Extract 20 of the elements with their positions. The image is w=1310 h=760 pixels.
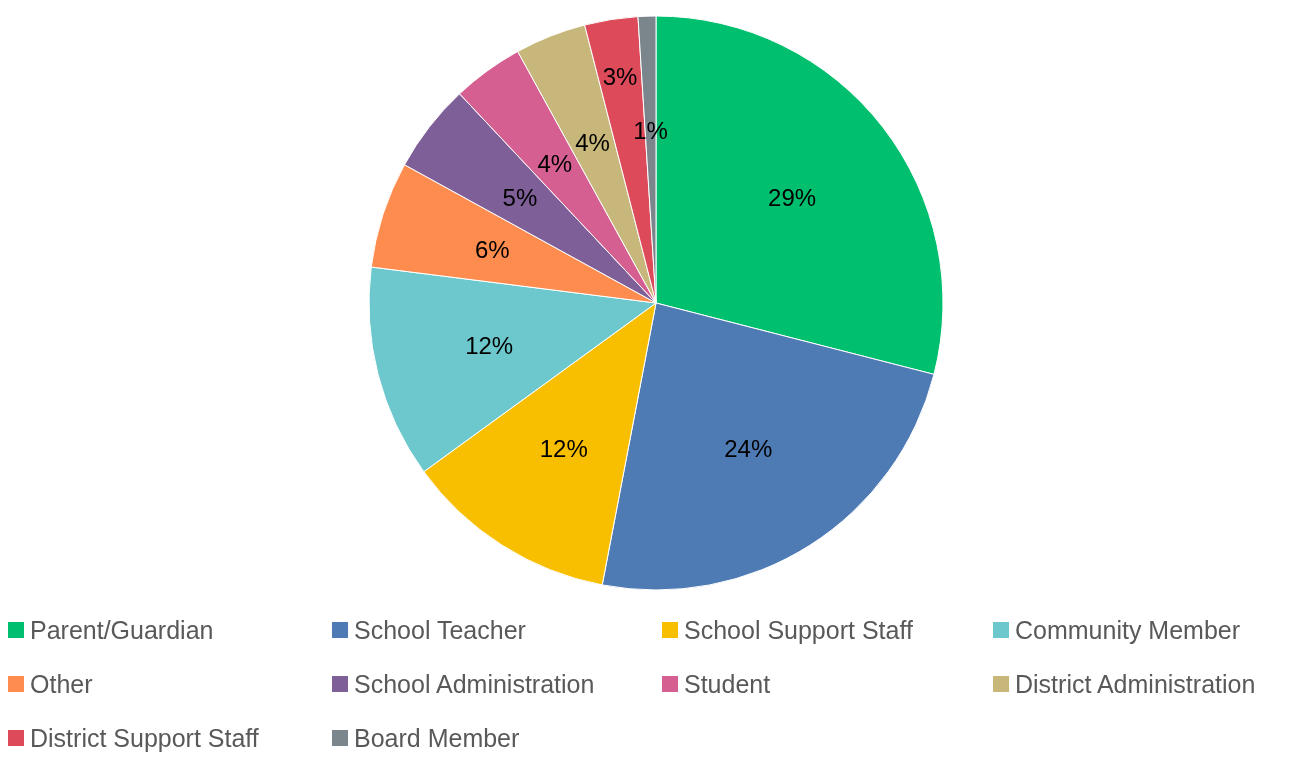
data-label: 24% [724,434,773,462]
legend-label: School Teacher [354,615,526,645]
legend-label: Parent/Guardian [30,615,214,645]
legend-label: Board Member [354,723,520,753]
data-label: 5% [502,183,538,211]
data-label: 1% [633,117,668,145]
legend-label: Other [30,669,93,699]
legend-label: District Administration [1015,669,1256,699]
data-label: 6% [474,236,510,264]
legend-label: Community Member [1015,615,1241,645]
legend-label: School Administration [354,669,595,699]
data-label: 4% [537,150,573,178]
data-label: 4% [575,129,610,157]
legend-label: Student [684,669,771,699]
data-label: 29% [768,183,817,211]
data-label: 12% [465,332,514,360]
legend-label: School Support Staff [684,615,913,645]
legend-label: District Support Staff [30,723,259,753]
data-label: 12% [539,434,588,462]
data-label: 3% [602,62,638,90]
